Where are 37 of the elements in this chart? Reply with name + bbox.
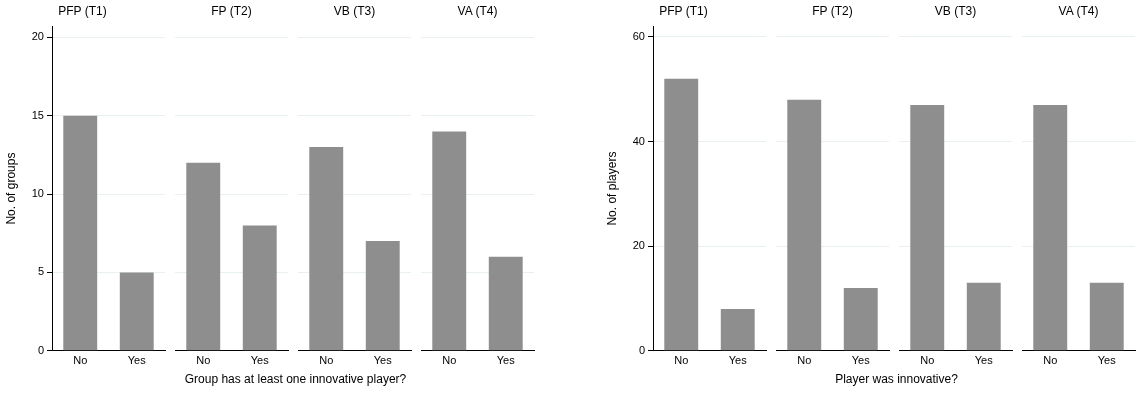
y-axis-title: No. of players (604, 151, 619, 226)
x-axis-title: Group has at least one innovative player? (183, 372, 408, 386)
y-axis-title: No. of groups (3, 152, 18, 225)
y-tick-label: 20 (632, 239, 645, 252)
y-tick-label: 15 (31, 108, 44, 121)
x-tick-label: No (1043, 354, 1058, 367)
x-tick-label: Yes (851, 354, 871, 367)
x-tick-label: Yes (250, 354, 270, 367)
chart-title: VA (T4) (457, 3, 498, 18)
x-tick-label: Yes (1097, 354, 1117, 367)
x-tick-label: Yes (728, 354, 748, 367)
x-tick-label: Yes (974, 354, 994, 367)
x-tick-label: No (319, 354, 334, 367)
y-tick-label: 20 (31, 30, 44, 43)
chart-title: PFP (T1) (58, 3, 107, 18)
chart-title: PFP (T1) (659, 3, 708, 18)
x-tick-label: No (920, 354, 935, 367)
chart-title: VA (T4) (1058, 3, 1099, 18)
x-tick-label: No (73, 354, 88, 367)
x-tick-label: No (674, 354, 689, 367)
y-tick-label: 0 (37, 343, 44, 356)
chart-title: VB (T3) (333, 3, 376, 18)
chart-title: FP (T2) (211, 3, 252, 18)
chart-title: FP (T2) (812, 3, 853, 18)
y-tick-label: 0 (638, 343, 645, 356)
x-tick-label: No (442, 354, 457, 367)
x-axis-title: Player was innovative? (834, 372, 959, 386)
y-tick-label: 10 (31, 187, 44, 200)
x-tick-label: Yes (496, 354, 516, 367)
x-tick-label: No (196, 354, 211, 367)
chart-title: VB (T3) (934, 3, 977, 18)
x-tick-label: Yes (373, 354, 393, 367)
y-tick-label: 60 (632, 29, 645, 42)
y-tick-label: 40 (632, 134, 645, 147)
x-tick-label: Yes (127, 354, 147, 367)
y-tick-label: 5 (37, 265, 44, 278)
x-tick-label: No (797, 354, 812, 367)
